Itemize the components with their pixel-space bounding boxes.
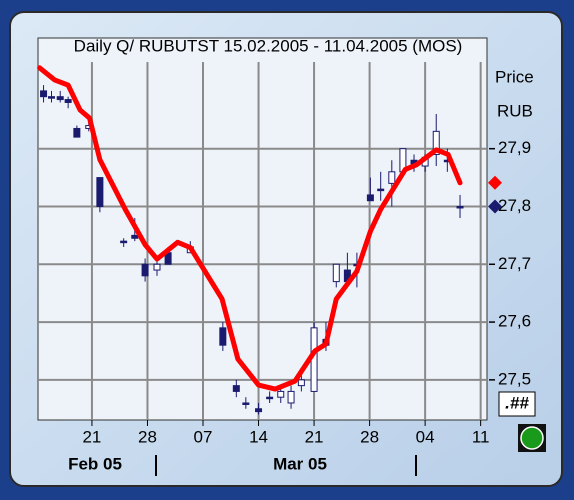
candle-body — [287, 390, 295, 404]
candle-body — [131, 234, 139, 239]
last-close-marker — [488, 199, 502, 214]
candle-body — [388, 171, 396, 184]
candle-body — [366, 194, 374, 202]
candle-body — [73, 127, 81, 138]
candle-body — [255, 408, 263, 413]
candle-body — [242, 402, 250, 405]
chart-title: Daily Q/ RUBUTST 15.02.2005 - 11.04.2005… — [74, 36, 463, 55]
candle-body — [96, 177, 104, 207]
candle-body — [232, 385, 240, 392]
x-tick-label: 14 — [249, 427, 268, 446]
candle-body — [141, 263, 149, 277]
y-tick-label: 27,6 — [498, 312, 531, 331]
y-tick-label: 27,8 — [498, 196, 531, 215]
candle-body — [64, 99, 72, 103]
plot-area — [37, 37, 488, 421]
precision-button[interactable] — [498, 391, 536, 417]
last-ma-marker — [488, 175, 502, 190]
moving-average — [37, 65, 463, 392]
candle-body — [432, 130, 440, 155]
y-tick-label: 27,7 — [498, 254, 531, 273]
candle-body — [56, 96, 64, 101]
y-tick-label: 27,5 — [498, 369, 531, 388]
month-label: Feb 05 — [68, 454, 122, 473]
candle-body — [47, 96, 55, 99]
y-label: RUB — [497, 101, 533, 120]
y-tick-label: 27,9 — [498, 138, 531, 157]
month-label: Mar 05 — [273, 454, 327, 473]
candle-body — [219, 327, 227, 346]
go-button-light[interactable] — [520, 426, 544, 450]
precision-label[interactable]: .## — [505, 393, 529, 412]
candle-body — [332, 263, 340, 283]
candle-body — [266, 396, 274, 400]
x-tick-label: 28 — [138, 427, 157, 446]
candle-body — [456, 205, 464, 209]
x-tick-label: 04 — [416, 427, 435, 446]
candle-body — [377, 188, 385, 192]
x-tick-label: 21 — [82, 427, 101, 446]
candle-body — [297, 379, 305, 387]
candle-body — [120, 240, 128, 244]
candle-body — [153, 263, 161, 271]
y-label: Price — [495, 67, 534, 86]
x-tick-label: 07 — [194, 427, 213, 446]
candle-body — [277, 390, 285, 398]
x-tick-label: 21 — [305, 427, 324, 446]
candle-body — [40, 90, 48, 98]
x-tick-label: 11 — [472, 427, 490, 446]
x-tick-label: 28 — [360, 427, 379, 446]
